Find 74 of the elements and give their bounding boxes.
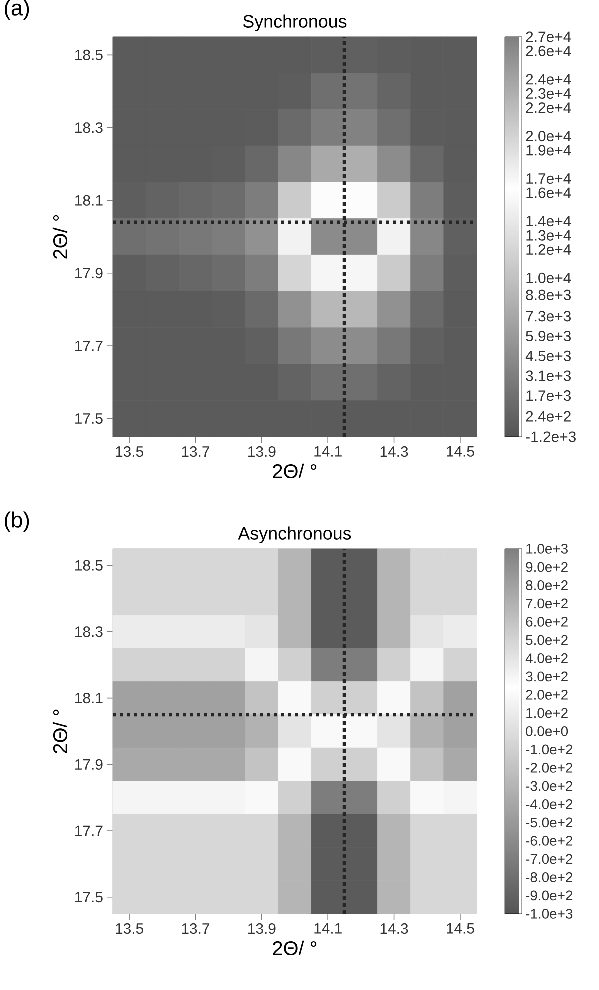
color-bar-label: -4.0e+2	[526, 800, 573, 810]
color-bar-label: 2.0e+2	[526, 690, 568, 700]
color-bar-label: -3.0e+2	[526, 781, 573, 792]
color-bar-label: -1.0e+2	[526, 744, 573, 755]
color-bar-label: 1.7e+3	[526, 390, 572, 402]
color-bar-label: 3.1e+3	[526, 370, 572, 382]
color-bar-label: 2.0e+4	[526, 130, 572, 142]
y-tick-label: 17.9	[76, 268, 103, 279]
y-tick-label: 18.5	[76, 560, 103, 571]
color-bar-label: 2.4e+2	[526, 411, 571, 422]
x-tick-label: 14.3	[380, 446, 408, 458]
x-axis-title: 2Θ/ °	[273, 464, 317, 479]
chart-title: Asynchronous	[238, 526, 352, 544]
color-bar-label: 5.9e+3	[526, 330, 572, 342]
color-bar-label: 1.9e+4	[526, 145, 572, 156]
x-tick-label: 14.5	[447, 924, 474, 934]
y-tick-label: 18.3	[76, 626, 103, 638]
x-tick-label: 14.3	[380, 924, 408, 934]
color-bar-label: 2.6e+4	[526, 46, 572, 56]
chart-title: Synchronous	[243, 14, 347, 32]
y-tick-label: 17.7	[76, 340, 103, 352]
color-bar-label: 4.5e+3	[526, 350, 572, 362]
x-tick-label: 13.5	[116, 446, 144, 458]
y-tick-label: 18.5	[76, 50, 103, 60]
color-bar-label: -9.0e+2	[526, 890, 573, 901]
color-bar-label: 2.2e+4	[526, 102, 572, 114]
y-tick-label: 18.3	[76, 122, 103, 134]
color-bar-label: 7.0e+2	[526, 598, 568, 609]
color-bar-label: 2.4e+4	[526, 74, 572, 85]
x-tick-label: 13.9	[248, 924, 276, 934]
x-tick-label: 13.7	[182, 446, 210, 458]
color-bar-label: 1.7e+4	[526, 174, 572, 184]
y-axis-title: 2Θ/ °	[52, 710, 68, 754]
color-bar-label: 5.0e+2	[526, 635, 568, 646]
color-bar-label: -7.0e+2	[526, 854, 573, 864]
color-bar-label: -2.0e+2	[526, 763, 573, 773]
x-tick-label: 14.1	[314, 924, 342, 934]
color-bar-label: 4.0e+2	[526, 654, 568, 664]
color-bar-label: 7.3e+3	[526, 311, 572, 322]
color-bar-label: 0.0e+0	[526, 726, 568, 736]
y-axis-title: 2Θ/ °	[52, 215, 68, 259]
color-bar-label: -8.0e+2	[526, 872, 573, 882]
x-tick-label: 13.7	[182, 924, 210, 934]
color-bar-label: -1.2e+3	[526, 432, 576, 442]
x-tick-label: 14.1	[314, 446, 342, 457]
color-bar-label: 3.0e+2	[526, 672, 568, 682]
color-bar-label: -5.0e+2	[526, 818, 573, 828]
color-bar-label: 2.7e+4	[526, 32, 572, 42]
color-bar-label: 1.3e+4	[526, 230, 572, 241]
color-bar-label: 1.6e+4	[526, 188, 572, 198]
x-tick-label: 13.9	[248, 446, 276, 458]
color-bar-label: 8.0e+2	[526, 580, 568, 590]
color-bar-label: -1.0e+3	[526, 909, 573, 919]
color-bar-label: 1.0e+2	[526, 708, 568, 718]
color-bar-label: 2.3e+4	[526, 88, 572, 100]
color-bar-label: 6.0e+2	[526, 617, 568, 627]
text: (a)	[5, 0, 30, 20]
y-tick-label: 17.7	[76, 826, 103, 836]
y-tick-label: 17.5	[76, 414, 103, 424]
color-bar-label: 1.0e+3	[526, 544, 568, 554]
x-tick-label: 14.5	[447, 446, 474, 457]
y-tick-label: 17.9	[76, 759, 103, 770]
color-bar-label: -6.0e+2	[526, 836, 573, 846]
color-bar-label: 1.2e+4	[526, 244, 572, 256]
color-bar-label: 1.4e+4	[526, 216, 572, 227]
y-tick-label: 17.5	[76, 892, 103, 903]
y-tick-label: 18.1	[76, 693, 103, 704]
x-axis-title: 2Θ/ °	[273, 940, 317, 956]
y-tick-label: 18.1	[76, 195, 103, 206]
color-bar-label: 8.8e+3	[526, 290, 572, 300]
text: (b)	[5, 512, 30, 532]
color-bar-label: 9.0e+2	[526, 562, 568, 572]
color-bar-label: 1.0e+4	[526, 272, 572, 284]
x-tick-label: 13.5	[116, 924, 144, 934]
